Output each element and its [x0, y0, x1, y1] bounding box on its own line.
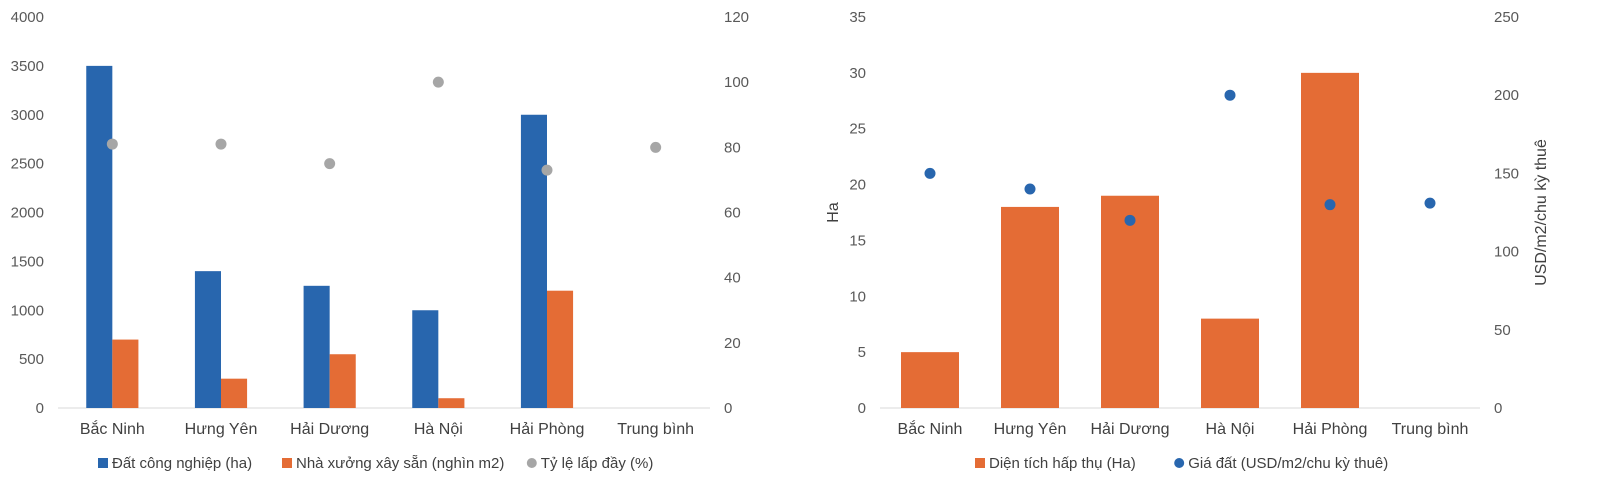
y-right-tick-label: 200 [1494, 87, 1519, 104]
x-tick-label-hung-yen: Hưng Yên [185, 421, 258, 438]
x-tick-label-trung-binh: Trung bình [1392, 421, 1469, 438]
legend-label-gia-dat-usd-m2-chu-ky-thue: Giá đất (USD/m2/chu kỳ thuê) [1188, 455, 1388, 472]
y-left-tick-label: 10 [849, 288, 866, 305]
y-left-tick-label: 500 [19, 351, 44, 368]
bar-dat-cong-nghiep-ha-hung-yen [194, 271, 221, 408]
y-left-tick-label: 2000 [11, 205, 44, 222]
y-right-tick-label: 100 [1494, 244, 1519, 261]
bar-nha-xuong-xay-san-nghin-m2-ha-noi [438, 398, 465, 408]
y-right-tick-label: 250 [1494, 9, 1519, 26]
y-right-tick-label: 0 [1494, 400, 1502, 417]
point-ty-le-lap-day-hung-yen [215, 138, 227, 150]
bar-dien-tich-hap-thu-ha-bac-ninh [901, 352, 959, 408]
bar-dat-cong-nghiep-ha-ha-noi [412, 310, 439, 408]
bar-nha-xuong-xay-san-nghin-m2-bac-ninh [112, 339, 139, 408]
x-tick-label-hai-phong: Hải Phòng [510, 421, 585, 438]
x-tick-label-hai-phong: Hải Phòng [1293, 421, 1368, 438]
point-ty-le-lap-day-hai-duong [324, 158, 336, 170]
chart-right-absorption-price: 0 5 10 15 20 25 30 35 0 50 100 150 200 250 Ha USD/m2/ch… [825, 9, 1550, 472]
y-left-tick-label: 15 [849, 232, 866, 249]
y-right-tick-label: 100 [724, 74, 749, 91]
y-right-tick-label: 40 [724, 270, 741, 287]
bar-nha-xuong-xay-san-nghin-m2-hai-duong [329, 354, 356, 408]
x-tick-label-hai-duong: Hải Dương [290, 421, 369, 438]
y-left-tick-label: 30 [849, 65, 866, 82]
y-right-tick-label: 20 [724, 335, 741, 352]
y-right-tick-label: 120 [724, 9, 749, 26]
bar-dat-cong-nghiep-ha-bac-ninh [86, 65, 113, 408]
y-left-tick-label: 2500 [11, 156, 44, 173]
point-gia-dat-usd-m2-chu-ky-thue-hai-phong [1324, 199, 1336, 211]
bar-dien-tich-hap-thu-ha-hai-duong [1101, 195, 1159, 408]
y-left-tick-label: 25 [849, 121, 866, 138]
bar-dat-cong-nghiep-ha-hai-phong [520, 114, 547, 408]
y-left-tick-label: 3500 [11, 58, 44, 75]
y-left-axis-title: Ha [825, 202, 842, 223]
bar-nha-xuong-xay-san-nghin-m2-hung-yen [221, 378, 248, 408]
point-ty-le-lap-day-hai-phong [541, 164, 553, 176]
point-ty-le-lap-day-bac-ninh [106, 138, 118, 150]
y-right-tick-label: 150 [1494, 165, 1519, 182]
legend-label-nha-xuong-xay-san-nghin-m2: Nhà xưởng xây sẵn (nghìn m2) [296, 455, 504, 472]
y-left-tick-label: 20 [849, 177, 866, 194]
bar-nha-xuong-xay-san-nghin-m2-hai-phong [547, 290, 574, 408]
x-tick-label-hung-yen: Hưng Yên [994, 421, 1067, 438]
y-right-tick-label: 80 [724, 139, 741, 156]
bar-dat-cong-nghiep-ha-hai-duong [303, 285, 330, 408]
y-left-tick-label: 1000 [11, 302, 44, 319]
point-gia-dat-usd-m2-chu-ky-thue-bac-ninh [924, 167, 936, 179]
x-tick-label-hai-duong: Hải Dương [1090, 421, 1169, 438]
legend-marker-gia-dat-usd-m2-chu-ky-thue [1174, 458, 1185, 468]
point-ty-le-lap-day-ha-noi [432, 76, 444, 88]
y-left-tick-label: 5 [858, 344, 866, 361]
point-gia-dat-usd-m2-chu-ky-thue-hai-duong [1124, 214, 1136, 226]
y-right-tick-label: 50 [1494, 322, 1511, 339]
legend-swatch-nha-xuong-xay-san-nghin-m2 [282, 458, 292, 468]
legend-swatch-dat-cong-nghiep-ha [98, 458, 108, 468]
x-tick-label-trung-binh: Trung bình [617, 421, 694, 438]
x-tick-label-bac-ninh: Bắc Ninh [898, 419, 963, 438]
y-left-tick-label: 35 [849, 9, 866, 26]
y-left-tick-label: 0 [858, 400, 866, 417]
y-left-tick-label: 0 [36, 400, 44, 417]
legend-swatch-dien-tich-hap-thu-ha [975, 458, 985, 468]
legend-label-dien-tich-hap-thu-ha: Diện tích hấp thụ (Ha) [989, 455, 1136, 472]
y-right-tick-label: 60 [724, 205, 741, 222]
y-left-tick-label: 3000 [11, 107, 44, 124]
y-left-tick-label: 1500 [11, 253, 44, 270]
point-gia-dat-usd-m2-chu-ky-thue-trung-binh [1424, 197, 1436, 209]
legend-marker-ty-le-lap-day [526, 458, 537, 468]
bar-dien-tich-hap-thu-ha-ha-noi [1201, 318, 1259, 408]
x-tick-label-bac-ninh: Bắc Ninh [80, 419, 145, 438]
x-tick-label-ha-noi: Hà Nội [1206, 421, 1255, 438]
x-tick-label-ha-noi: Hà Nội [414, 421, 463, 438]
bar-dien-tich-hap-thu-ha-hung-yen [1001, 206, 1059, 408]
legend-label-ty-le-lap-day: Tỷ lệ lấp đầy (%) [541, 455, 654, 472]
legend-label-dat-cong-nghiep-ha: Đất công nghiệp (ha) [112, 455, 252, 472]
chart-left-industrial-land: 0 500 1000 1500 2000 2500 3000 3500 4000 0 20 40 60 8… [11, 9, 749, 472]
y-right-axis-title: USD/m2/chu kỳ thuê [1533, 139, 1550, 286]
y-left-tick-label: 4000 [11, 9, 44, 26]
bar-dien-tich-hap-thu-ha-hai-phong [1301, 72, 1359, 408]
point-gia-dat-usd-m2-chu-ky-thue-hung-yen [1024, 183, 1036, 195]
point-gia-dat-usd-m2-chu-ky-thue-ha-noi [1224, 89, 1236, 101]
y-right-tick-label: 0 [724, 400, 732, 417]
point-ty-le-lap-day-trung-binh [650, 141, 662, 153]
